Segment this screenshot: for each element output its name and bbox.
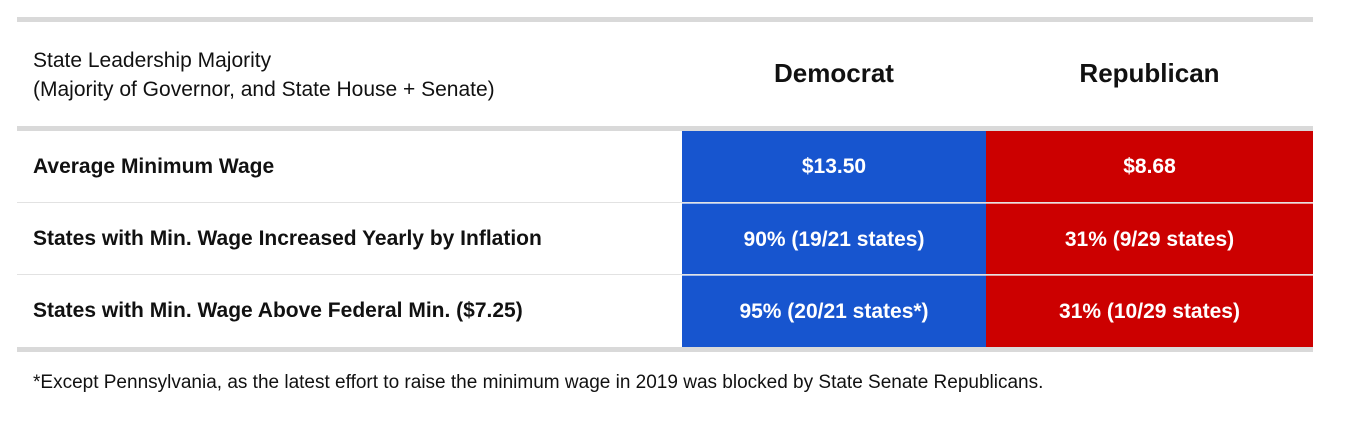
row-label: States with Min. Wage Increased Yearly b… xyxy=(33,227,542,250)
column-header: Republican xyxy=(1079,58,1220,88)
cell: 95% (20/21 states*) xyxy=(682,275,986,347)
cell: 31% (10/29 states) xyxy=(986,275,1313,347)
top-rule xyxy=(17,17,1313,22)
cell: $13.50 xyxy=(682,131,986,203)
cell: 31% (9/29 states) xyxy=(986,203,1313,275)
cell: 90% (19/21 states) xyxy=(682,203,986,275)
footnote: *Except Pennsylvania, as the latest effo… xyxy=(33,372,1044,393)
header-label: State Leadership Majority xyxy=(33,49,272,72)
row-label: Average Minimum Wage xyxy=(33,155,275,178)
row-divider xyxy=(17,274,1313,275)
bottom-rule xyxy=(17,347,1313,352)
row-label: States with Min. Wage Above Federal Min.… xyxy=(33,299,523,322)
header-label: (Majority of Governor, and State House +… xyxy=(33,78,495,101)
header-rule xyxy=(17,126,1313,131)
row-divider xyxy=(17,202,1313,203)
cell: $8.68 xyxy=(986,131,1313,203)
column-header: Democrat xyxy=(774,58,894,88)
